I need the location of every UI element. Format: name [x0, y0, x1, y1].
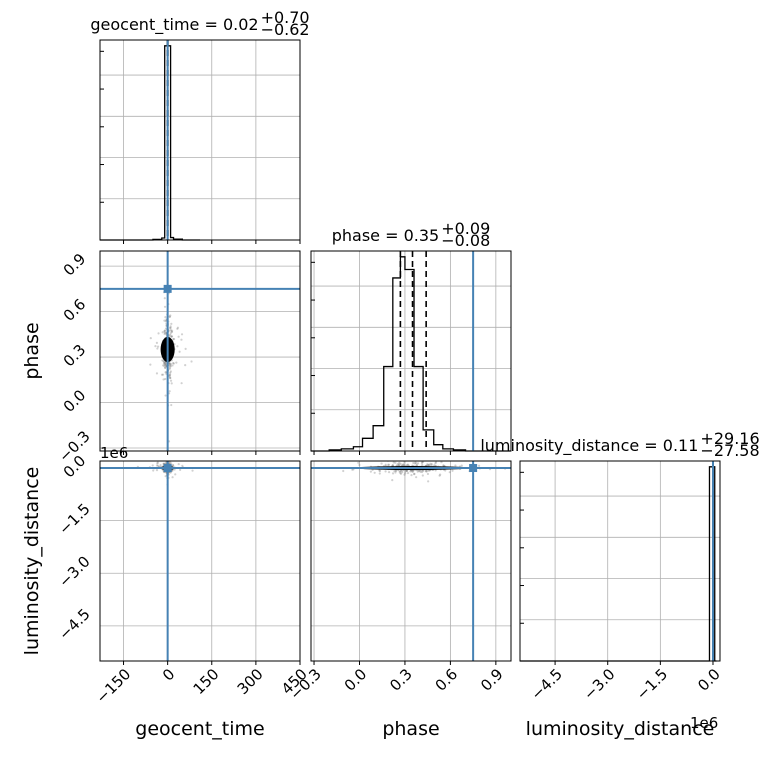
xtick-label-geocent_time-3: 300: [234, 665, 267, 698]
title-phase: phase = 0.35 +0.09−0.08: [332, 219, 491, 250]
title-geocent_time-plus: +0.70: [261, 8, 310, 27]
xlabel-phase: phase: [382, 718, 439, 740]
panel-luminosity_distance-hist-frame: [519, 460, 721, 662]
ytick-label-phase-4: 0.9: [60, 250, 90, 280]
xtick-label-phase-3: 0.6: [432, 665, 462, 695]
xtick-label-phase-2: 0.3: [386, 665, 416, 695]
ytick-label-luminosity_distance-2: −1.5: [55, 500, 93, 538]
panel-phase-hist-frame: [310, 250, 512, 452]
panel-geocent_time-hist-frame: [99, 39, 301, 241]
offset-text-x-luminosity-distance: 1e6: [690, 714, 718, 732]
title-luminosity_distance-plus: +29.16: [700, 429, 759, 448]
ytick-label-luminosity_distance-0: −4.5: [55, 605, 93, 643]
xtick-label-geocent_time-1: 0: [159, 665, 178, 684]
xtick-label-geocent_time-2: 150: [190, 665, 223, 698]
xtick-label-luminosity_distance-0: −4.5: [527, 665, 565, 703]
xtick-label-phase-1: 0.0: [341, 665, 371, 695]
xtick-label-phase-4: 0.9: [477, 665, 507, 695]
panel-phase-vs-luminosity_distance-frame: [310, 460, 512, 662]
ytick-label-phase-2: 0.3: [60, 341, 90, 371]
xtick-label-geocent_time-0: −150: [92, 665, 134, 707]
title-geocent_time-minus: −0.62: [261, 20, 310, 39]
xlabel-geocent_time: geocent_time: [135, 718, 264, 740]
panel-geocent_time-vs-luminosity_distance-truth-marker: [163, 464, 172, 473]
xlabel-luminosity_distance: luminosity_distance: [526, 718, 715, 740]
title-phase-main: phase = 0.35: [332, 226, 439, 245]
panel-phase-vs-luminosity_distance-truth-marker: [469, 464, 478, 473]
panel-geocent_time-vs-phase-truth-marker: [163, 284, 172, 293]
title-geocent_time-main: geocent_time = 0.02: [90, 15, 258, 35]
xtick-label-luminosity_distance-2: −1.5: [633, 665, 671, 703]
panel-geocent_time-vs-phase-frame: [99, 250, 301, 452]
title-phase-plus: +0.09: [441, 219, 490, 238]
ytick-label-phase-3: 0.6: [60, 295, 90, 325]
panel-geocent_time-vs-luminosity_distance-frame: [99, 460, 301, 662]
title-luminosity_distance-main: luminosity_distance = 0.11: [480, 436, 698, 456]
xtick-label-luminosity_distance-3: 0.0: [694, 665, 724, 695]
ylabel-phase: phase: [21, 322, 43, 379]
ylabel-luminosity_distance: luminosity_distance: [21, 467, 43, 656]
title-geocent_time: geocent_time = 0.02 +0.70−0.62: [90, 8, 309, 39]
offset-text-y-luminosity-distance: 1e6: [100, 444, 128, 462]
xtick-label-luminosity_distance-1: −3.0: [580, 665, 618, 703]
ytick-label-phase-1: 0.0: [60, 386, 90, 416]
ytick-label-luminosity_distance-1: −3.0: [55, 552, 93, 590]
title-luminosity_distance: luminosity_distance = 0.11 +29.16−27.58: [480, 429, 759, 460]
panel-phase-hist-histogram: [311, 256, 511, 452]
title-phase-minus: −0.08: [441, 231, 490, 250]
title-luminosity_distance-minus: −27.58: [700, 441, 759, 460]
